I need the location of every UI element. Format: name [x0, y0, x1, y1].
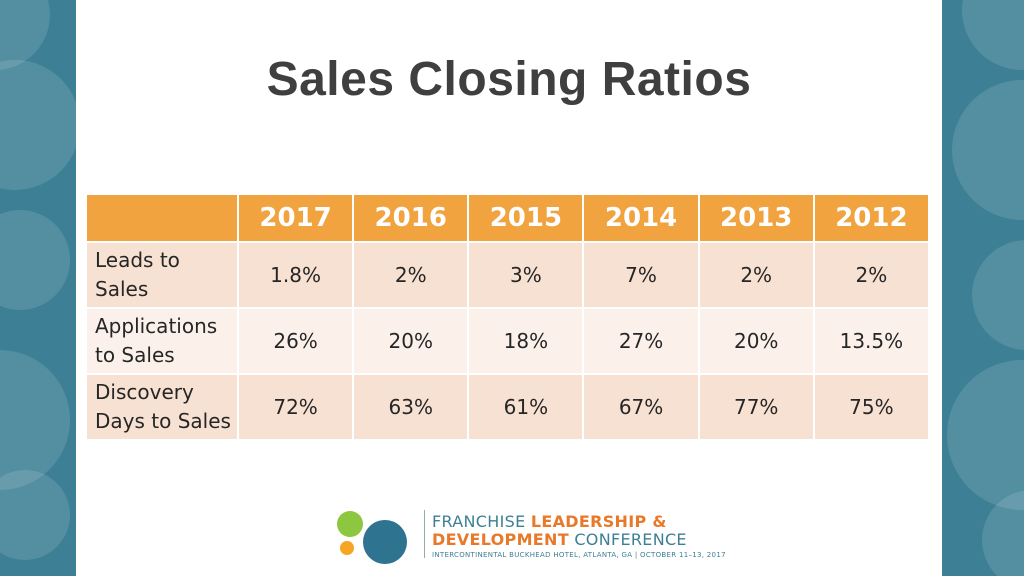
table-header-cell [87, 195, 237, 241]
table-cell: 77% [699, 375, 813, 439]
conference-word: CONFERENCE [568, 530, 687, 549]
table-header-cell: 2017 [239, 195, 353, 241]
conference-venue: INTERCONTINENTAL BUCKHEAD HOTEL, ATLANTA… [432, 551, 726, 559]
table-header-row: 2017 2016 2015 2014 2013 2012 [87, 195, 928, 241]
row-label: Applications to Sales [87, 309, 237, 373]
table-cell: 61% [469, 375, 583, 439]
table-row: Discovery Days to Sales 72% 63% 61% 67% … [87, 375, 928, 439]
slide-title: Sales Closing Ratios [266, 53, 752, 106]
table-cell: 26% [239, 309, 353, 373]
decorative-bubble [0, 470, 70, 560]
row-label: Discovery Days to Sales [87, 375, 237, 439]
table-cell: 1.8% [239, 243, 353, 307]
conference-name: FRANCHISE LEADERSHIP & DEVELOPMENT CONFE… [432, 513, 726, 560]
row-label-line: Sales [95, 277, 149, 301]
logo-green-dot [337, 511, 363, 537]
table-cell: 7% [584, 243, 698, 307]
decorative-bubble [972, 240, 1024, 350]
slide-canvas: Sales Closing Ratios 2017 2016 2015 2014… [76, 0, 942, 576]
table-header-cell: 2014 [584, 195, 698, 241]
table-cell: 3% [469, 243, 583, 307]
table-cell: 20% [354, 309, 468, 373]
conference-word-highlight: DEVELOPMENT [432, 530, 569, 549]
conference-line-2: DEVELOPMENT CONFERENCE [432, 531, 726, 549]
row-label-line: Applications [95, 314, 218, 338]
logo-divider [424, 510, 425, 558]
table-cell: 2% [354, 243, 468, 307]
table-cell: 2% [699, 243, 813, 307]
table-cell: 2% [814, 243, 928, 307]
table-header-cell: 2012 [814, 195, 928, 241]
row-label-line: to Sales [95, 343, 175, 367]
decorative-bubble [982, 490, 1024, 576]
row-label-line: Leads to [95, 248, 180, 272]
row-label: Leads to Sales [87, 243, 237, 307]
table-cell: 67% [584, 375, 698, 439]
table-header-cell: 2016 [354, 195, 468, 241]
logo-blue-dot [363, 520, 407, 564]
table-cell: 18% [469, 309, 583, 373]
table-row: Leads to Sales 1.8% 2% 3% 7% 2% 2% [87, 243, 928, 307]
table-cell: 72% [239, 375, 353, 439]
table-cell: 63% [354, 375, 468, 439]
decorative-bubble [947, 360, 1024, 510]
table-header-cell: 2015 [469, 195, 583, 241]
row-label-line: Discovery [95, 380, 194, 404]
conference-line-1: FRANCHISE LEADERSHIP & [432, 513, 726, 531]
decorative-bubble [0, 350, 70, 490]
decorative-bubble [952, 80, 1024, 220]
row-label-line: Days to Sales [95, 409, 231, 433]
table-cell: 27% [584, 309, 698, 373]
conference-word: FRANCHISE [432, 512, 531, 531]
table-cell: 75% [814, 375, 928, 439]
closing-ratios-table: 2017 2016 2015 2014 2013 2012 Leads to S… [85, 193, 930, 441]
right-decorative-panel [942, 0, 1024, 576]
decorative-bubble [0, 210, 70, 310]
logo-orange-dot [340, 541, 354, 555]
table-header-cell: 2013 [699, 195, 813, 241]
conference-logo-icon [337, 511, 407, 564]
conference-word-highlight: LEADERSHIP & [530, 512, 667, 531]
table-row: Applications to Sales 26% 20% 18% 27% 20… [87, 309, 928, 373]
table-cell: 20% [699, 309, 813, 373]
table-cell: 13.5% [814, 309, 928, 373]
decorative-bubble [962, 0, 1024, 70]
decorative-bubble [0, 60, 76, 190]
left-decorative-panel [0, 0, 76, 576]
